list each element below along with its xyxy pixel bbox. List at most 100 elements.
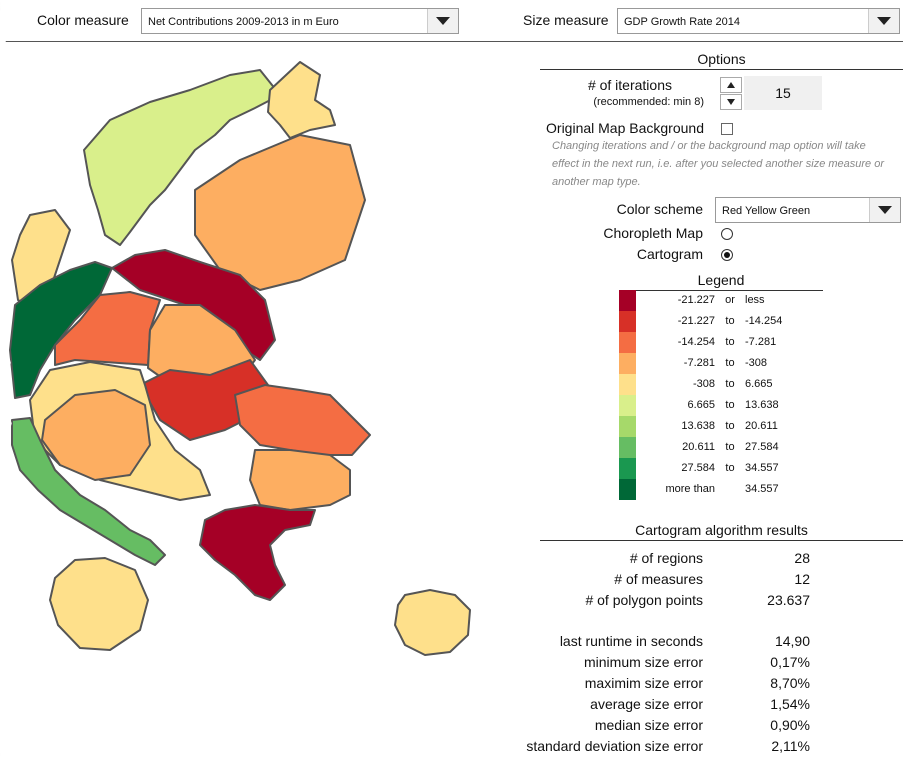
results-divider (540, 540, 903, 541)
region-iberia (49, 557, 149, 651)
size-measure-dropdown[interactable]: GDP Growth Rate 2014 (617, 8, 900, 34)
legend-from: -21.227 (677, 315, 715, 327)
iterations-down-button[interactable] (720, 94, 742, 110)
color-measure-label: Color measure (37, 12, 129, 28)
region-baltic (194, 134, 366, 291)
color-scheme-dropdown[interactable]: Red Yellow Green (715, 197, 901, 223)
region-finland (267, 61, 336, 139)
legend-from: 13.638 (681, 420, 715, 432)
region-italy (11, 417, 166, 566)
legend-sep: to (725, 399, 735, 411)
size-measure-value: GDP Growth Rate 2014 (624, 16, 740, 28)
result-label: standard deviation size error (526, 738, 703, 754)
legend-from: 27.584 (681, 462, 715, 474)
result-value: 23.637 (767, 592, 810, 608)
result-label: maximim size error (584, 675, 703, 691)
legend-sep: to (725, 420, 735, 432)
legend-to: 34.557 (745, 462, 779, 474)
result-label: minimum size error (583, 654, 703, 670)
legend-divider (619, 290, 823, 291)
chevron-down-icon[interactable] (868, 9, 899, 33)
result-value: 14,90 (774, 633, 810, 649)
result-value: 1,54% (770, 696, 810, 712)
legend-from: 20.611 (682, 441, 715, 453)
cartogram-radio[interactable] (721, 249, 733, 261)
legend-from: 6.665 (687, 399, 715, 411)
legend-from: -21.227 (677, 294, 715, 306)
result-label: median size error (594, 717, 703, 733)
legend-swatch (619, 353, 636, 374)
legend-from: -7.281 (683, 357, 715, 369)
result-label: last runtime in seconds (559, 633, 703, 649)
choropleth-radio[interactable] (721, 228, 733, 240)
legend-swatch (619, 416, 636, 437)
legend-header: Legend (697, 272, 745, 288)
result-label: average size error (590, 696, 703, 712)
region-romania (249, 449, 351, 511)
legend-to: 34.557 (745, 483, 779, 495)
options-divider (540, 69, 903, 70)
legend-sep: to (725, 336, 735, 348)
result-label: # of measures (614, 571, 703, 587)
color-scheme-label: Color scheme (616, 201, 703, 217)
legend-sep: to (725, 441, 735, 453)
region-france-inner (41, 389, 151, 481)
region-sweden (83, 69, 281, 246)
legend-to: less (745, 294, 765, 306)
iterations-label: # of iterations (587, 77, 672, 93)
legend-swatch (619, 437, 636, 458)
legend-swatch (619, 332, 636, 353)
results-header: Cartogram algorithm results (635, 522, 808, 538)
legend-swatch (619, 290, 636, 311)
legend-to: 27.584 (745, 441, 779, 453)
legend-swatch (619, 458, 636, 479)
iterations-value[interactable]: 15 (744, 76, 822, 110)
legend-to: -14.254 (745, 315, 783, 327)
worksheet-frame: Color measure Net Contributions 2009-201… (0, 0, 903, 754)
color-scheme-value: Red Yellow Green (722, 205, 811, 217)
result-value: 12 (794, 571, 810, 587)
region-benelux (9, 261, 113, 399)
legend-sep: to (725, 378, 735, 390)
cartogram-map (9, 61, 471, 656)
result-value: 0,17% (770, 654, 810, 670)
measure-toolbar: Color measure Net Contributions 2009-201… (0, 0, 903, 42)
legend-to: -308 (745, 357, 768, 369)
chevron-down-icon[interactable] (869, 198, 900, 222)
original-map-checkbox[interactable] (721, 123, 733, 135)
legend-from: -308 (692, 378, 715, 390)
legend-to: -7.281 (745, 336, 777, 348)
region-cyprus (394, 589, 471, 656)
legend-from: -14.254 (677, 336, 715, 348)
region-hungary (234, 384, 371, 456)
result-value: 8,70% (770, 675, 810, 691)
iterations-up-button[interactable] (720, 77, 742, 93)
result-value: 28 (794, 550, 810, 566)
original-map-label: Original Map Background (546, 120, 704, 136)
iterations-hint: (recommended: min 8) (593, 96, 704, 108)
choropleth-label: Choropleth Map (603, 225, 703, 241)
options-note: Changing iterations and / or the backgro… (552, 140, 885, 188)
cartogram-label: Cartogram (636, 246, 703, 262)
result-value: 2,11% (771, 738, 810, 754)
legend-to: 6.665 (745, 378, 773, 390)
legend-to: 13.638 (745, 399, 779, 411)
result-value: 0,90% (770, 717, 810, 733)
legend-swatch (619, 311, 636, 332)
result-label: # of regions (629, 550, 703, 566)
color-measure-value: Net Contributions 2009-2013 in m Euro (148, 16, 339, 28)
legend-sep: to (725, 315, 735, 327)
legend-sep: to (725, 357, 735, 369)
region-greece (199, 504, 316, 601)
legend-from: more than (665, 483, 715, 495)
chevron-down-icon[interactable] (427, 9, 458, 33)
legend-swatch (619, 395, 636, 416)
legend-sep: to (725, 462, 735, 474)
legend-sep: or (725, 294, 735, 306)
options-header: Options (697, 51, 746, 67)
legend-swatch (619, 479, 636, 500)
color-measure-dropdown[interactable]: Net Contributions 2009-2013 in m Euro (141, 8, 459, 34)
legend-to: 20.611 (745, 420, 778, 432)
legend-swatch (619, 374, 636, 395)
result-label: # of polygon points (585, 592, 703, 608)
